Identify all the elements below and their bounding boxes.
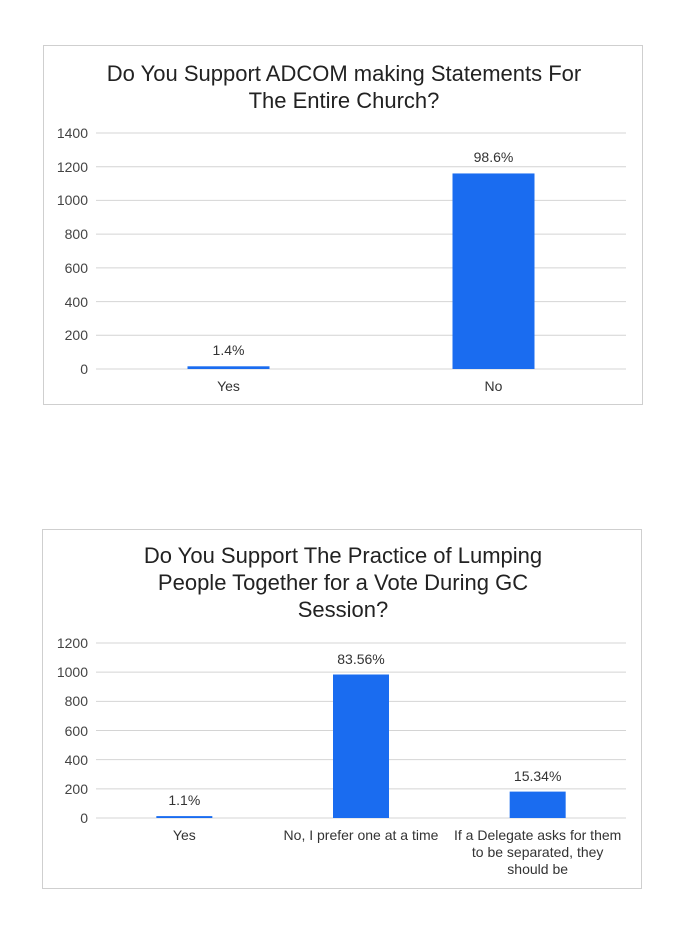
y-tick-label: 1000	[56, 664, 88, 681]
x-tick-label: If a Delegate asks for them to be separa…	[454, 827, 622, 877]
y-tick-label: 1200	[56, 158, 88, 175]
chart: Do You Support ADCOM making Statements F…	[43, 45, 643, 405]
y-tick-label: 800	[64, 693, 88, 710]
data-label: 1.4%	[212, 342, 245, 359]
plot	[96, 132, 626, 370]
data-label: 1.1%	[168, 792, 201, 809]
x-tick-label: No	[484, 378, 503, 394]
y-tick-label: 800	[64, 226, 88, 243]
y-tick-label: 1000	[56, 192, 88, 209]
bar	[509, 791, 566, 818]
y-tick-label: 600	[64, 259, 88, 276]
bar	[187, 366, 270, 369]
chart: Do You Support The Practice of Lumping P…	[42, 529, 642, 889]
y-tick-label: 400	[64, 751, 88, 768]
y-tick-label: 200	[64, 780, 88, 797]
y-tick-label: 0	[80, 361, 88, 377]
x-tick-label: No, I prefer one at a time	[283, 827, 439, 843]
chart-title: Do You Support The Practice of Lumping P…	[143, 543, 543, 622]
x-tick-label: Yes	[172, 827, 196, 843]
y-tick-label: 600	[64, 722, 88, 739]
data-label: 15.34%	[513, 767, 562, 784]
chart-title: Do You Support ADCOM making Statements F…	[106, 61, 582, 113]
y-tick-label: 400	[64, 293, 88, 310]
x-tick-label: Yes	[217, 378, 240, 394]
bar	[452, 173, 535, 369]
bar	[156, 816, 213, 818]
bar	[333, 674, 389, 818]
data-label: 83.56%	[337, 650, 385, 667]
plot	[96, 642, 626, 819]
y-tick-label: 1200	[56, 635, 88, 651]
y-tick-label: 1400	[56, 125, 88, 141]
y-tick-label: 200	[64, 327, 88, 344]
data-label: 98.6%	[473, 149, 514, 166]
y-tick-label: 0	[80, 810, 88, 826]
